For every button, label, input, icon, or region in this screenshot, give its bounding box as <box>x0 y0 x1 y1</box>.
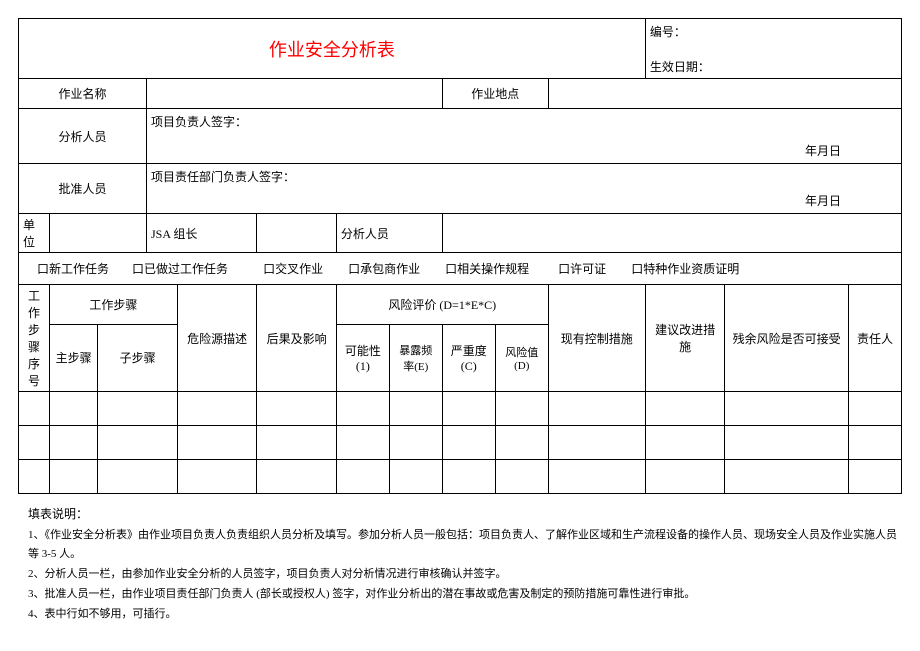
col-risk-eval: 风险评价 (D=1*E*C) <box>336 285 548 325</box>
job-name-label: 作业名称 <box>19 79 147 109</box>
col-residual: 残余风险是否可接受 <box>725 285 849 392</box>
col-hazard: 危险源描述 <box>177 285 256 392</box>
col-risk-value: 风险值(D) <box>495 324 548 391</box>
approval-label: 批准人员 <box>19 164 147 214</box>
col-severity: 严重度(C) <box>442 324 495 391</box>
project-leader-sign-label: 项目负责人签字： <box>151 115 247 129</box>
dept-leader-sign-cell[interactable]: 项目责任部门负责人签字： 年月日 <box>147 164 902 214</box>
job-location-label: 作业地点 <box>442 79 548 109</box>
analysts-value[interactable] <box>442 214 901 253</box>
note-item: 1、《作业安全分析表》由作业项目负责人负责组织人员分析及填写。参加分析人员一般包… <box>28 526 902 566</box>
project-leader-sign-cell[interactable]: 项目负责人签字： 年月日 <box>147 109 902 164</box>
jsa-leader-label: JSA 组长 <box>147 214 257 253</box>
table-row[interactable] <box>19 426 902 460</box>
cb-permit[interactable]: 口许可证 <box>558 262 606 276</box>
unit-value[interactable] <box>49 214 146 253</box>
table-row[interactable] <box>19 392 902 426</box>
unit-label: 单位 <box>19 214 50 253</box>
cb-contractor[interactable]: 口承包商作业 <box>348 262 420 276</box>
col-main-step: 主步骤 <box>49 324 98 391</box>
col-consequence: 后果及影响 <box>257 285 336 392</box>
cb-sop[interactable]: 口相关操作规程 <box>445 262 529 276</box>
analyst-label: 分析人员 <box>19 109 147 164</box>
number-label: 编号： <box>650 23 897 40</box>
col-work-step: 工作步骤 <box>49 285 177 325</box>
job-location-value[interactable] <box>548 79 901 109</box>
jsa-leader-value[interactable] <box>257 214 336 253</box>
col-suggested-improve: 建议改进措施 <box>645 285 724 392</box>
cb-special-cert[interactable]: 口特种作业资质证明 <box>631 262 739 276</box>
notes-title: 填表说明： <box>28 504 902 526</box>
cb-cross-job[interactable]: 口交叉作业 <box>263 262 323 276</box>
note-item: 4、表中行如不够用，可插行。 <box>28 605 902 625</box>
job-name-value[interactable] <box>147 79 443 109</box>
jsa-form-table: 作业安全分析表 编号： 生效日期： 作业名称 作业地点 分析人员 项目负责人签字… <box>18 18 902 494</box>
effective-date-label: 生效日期： <box>650 58 897 75</box>
notes-section: 填表说明： 1、《作业安全分析表》由作业项目负责人负责组织人员分析及填写。参加分… <box>28 504 902 625</box>
ymd-2: 年月日 <box>805 192 841 209</box>
col-step-no: 工作步骤序号 <box>19 285 50 392</box>
header-meta: 编号： 生效日期： <box>645 19 901 79</box>
ymd-1: 年月日 <box>805 142 841 159</box>
cb-new-task[interactable]: 口新工作任务 <box>37 262 109 276</box>
col-sub-step: 子步骤 <box>98 324 177 391</box>
cb-done-task[interactable]: 口已做过工作任务 <box>132 262 228 276</box>
note-item: 3、批准人员一栏，由作业项目责任部门负责人 (部长或授权人) 签字，对作业分析出… <box>28 585 902 605</box>
col-possibility: 可能性(1) <box>336 324 389 391</box>
checkbox-row: 口新工作任务 口已做过工作任务 口交叉作业 口承包商作业 口相关操作规程 口许可… <box>19 253 902 285</box>
col-existing-control: 现有控制措施 <box>548 285 645 392</box>
col-responsible: 责任人 <box>848 285 901 392</box>
col-exposure: 暴露频率(E) <box>389 324 442 391</box>
note-item: 2、分析人员一栏，由参加作业安全分析的人员签字，项目负责人对分析情况进行审核确认… <box>28 565 902 585</box>
dept-leader-sign-label: 项目责任部门负责人签字： <box>151 170 295 184</box>
form-title: 作业安全分析表 <box>19 19 646 79</box>
analysts-label: 分析人员 <box>336 214 442 253</box>
table-row[interactable] <box>19 460 902 494</box>
